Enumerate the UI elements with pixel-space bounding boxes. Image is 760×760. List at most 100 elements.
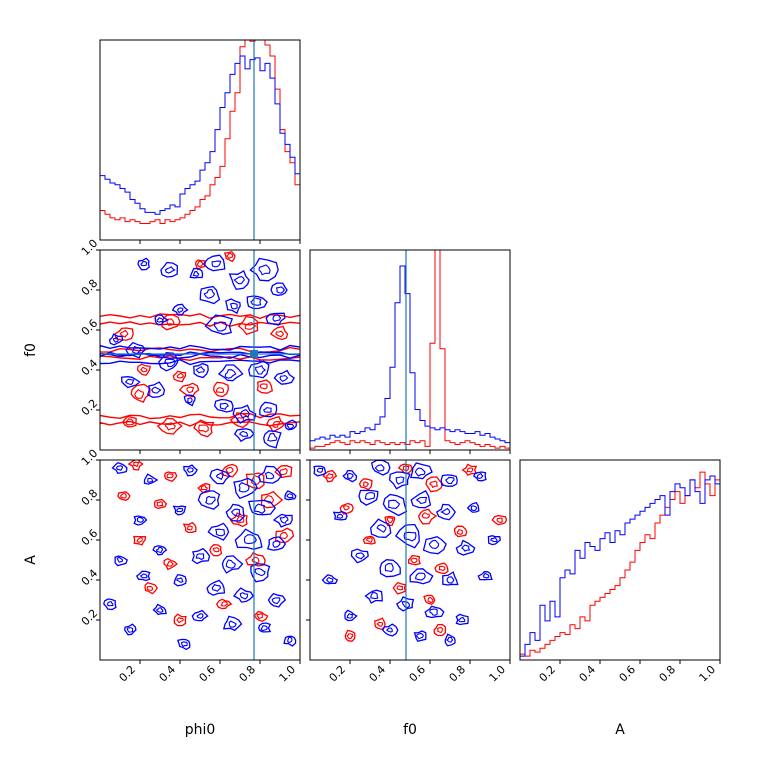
contour-phi0-A-red-contour <box>153 498 168 510</box>
contour-phi0-A-red-contour-inner <box>251 556 260 564</box>
contour-phi0-f0-red-contour-inner <box>272 421 281 428</box>
contour-phi0-A-ytick-label: 0.4 <box>79 567 101 589</box>
contour-phi0-f0-blue-contour <box>259 401 278 418</box>
contour-phi0-A-blue-contour <box>152 603 167 616</box>
hist-phi0-blue-series <box>100 55 300 240</box>
contour-phi0-f0-red-band <box>100 321 300 328</box>
contour-phi0-A-blue-contour <box>124 623 137 636</box>
contour-phi0-f0-blue-contour-inner <box>156 317 164 323</box>
contour-phi0-f0-red-contour-inner <box>275 330 285 338</box>
contour-phi0-A-red-contour-inner <box>200 484 209 491</box>
panels-layer: 0.2 0.4 0.6 0.8 1.00.20.40.60.81.00.2 0.4 0.6 0… <box>79 39 721 685</box>
contour-phi0-A-red-contour <box>182 521 197 534</box>
contour-f0-A-blue-contour-inner <box>346 613 354 619</box>
contour-f0-A-red-contour <box>358 478 373 491</box>
contour-phi0-f0-blue-contour <box>160 261 178 278</box>
contour-f0-A-blue-contour-inner <box>316 467 324 473</box>
contour-phi0-A-blue-contour <box>209 468 231 485</box>
hist-A-xtick-label: 0.4 <box>577 663 599 685</box>
contour-phi0-f0-red-contour-inner <box>198 424 209 433</box>
contour-f0-A-blue-contour-inner <box>440 507 451 515</box>
contour-phi0-A-blue-contour-inner <box>107 600 114 607</box>
contour-f0-A-red-contour-inner <box>363 481 370 487</box>
contour-f0-A-blue-contour-inner <box>457 616 466 623</box>
contour-phi0-f0-blue-contour-inner <box>131 345 142 355</box>
contour-phi0-f0-blue-contour <box>204 314 234 335</box>
contour-f0-A-red-contour-inner <box>427 597 434 604</box>
contour-phi0-f0-ytick-label: 0.6 <box>79 317 101 339</box>
contour-phi0-f0-blue-contour <box>189 267 204 279</box>
contour-phi0-f0-red-contour-inner <box>196 260 204 268</box>
hist-f0 <box>309 249 511 454</box>
contour-phi0-A-blue-contour-inner <box>136 516 145 523</box>
contour-phi0-A-blue-contour-inner <box>175 577 184 583</box>
contour-f0-A: 0.2 0.4 0.6 0.8 1.0 <box>306 459 511 685</box>
contour-f0-A-red-contour <box>461 463 478 476</box>
contour-phi0-A-red-contour-inner <box>176 616 184 624</box>
contour-f0-A-red-contour <box>491 514 508 526</box>
contour-phi0-f0-red-contour <box>121 415 137 428</box>
contour-phi0-A-red-contour-inner <box>136 536 143 544</box>
contour-f0-A-blue-contour-inner <box>376 524 387 533</box>
contour-f0-A-red-contour <box>453 525 468 538</box>
contour-phi0-f0-blue-contour-inner <box>176 307 184 314</box>
contour-f0-A-blue-contour <box>344 609 358 622</box>
contour-phi0-f0-truth-marker <box>250 350 258 358</box>
contour-phi0-A-blue-contour-inner <box>286 493 294 499</box>
contour-phi0-f0-ytick-label: 0.4 <box>79 357 101 379</box>
contour-phi0-f0-blue-contour <box>263 430 282 449</box>
contour-phi0-f0-blue-contour <box>217 364 244 382</box>
hist-A-frame <box>519 459 721 661</box>
hist-phi0-frame <box>99 39 301 241</box>
hist-A: 0.2 0.4 0.6 0.8 1.0 <box>519 459 721 685</box>
contour-phi0-f0-blue-contour <box>284 419 297 431</box>
contour-f0-A-blue-contour-inner <box>461 544 471 552</box>
contour-f0-A-red-contour <box>384 515 396 527</box>
contour-phi0-A-blue-contour-inner <box>176 507 184 513</box>
contour-phi0-f0-blue-contour-inner <box>186 397 193 404</box>
contour-phi0-A-blue-contour <box>233 477 258 500</box>
contour-phi0-A-blue-contour-inner <box>253 503 266 514</box>
contour-phi0-A-red-contour-inner <box>220 601 229 607</box>
contour-phi0-A-red-contour-inner <box>279 467 288 476</box>
contour-phi0-f0-blue-contour-inner <box>279 375 289 382</box>
contour-phi0-A-blue-contour <box>234 528 263 550</box>
contour-phi0-f0-red-band <box>100 313 300 320</box>
hist-f0-blue-series <box>310 265 510 450</box>
contour-phi0-f0-red-contour <box>213 381 229 398</box>
contour-f0-A-blue-contour <box>472 471 487 482</box>
contour-f0-A-red-contour-inner <box>325 472 334 479</box>
contour-phi0-A-blue-contour <box>176 638 191 651</box>
contour-phi0-A-red-contour <box>221 463 239 478</box>
contour-phi0-A-red-contour <box>163 557 179 571</box>
contour-phi0-f0-red-contour-inner <box>259 383 268 390</box>
contour-phi0-f0-blue-contour-inner <box>211 260 222 268</box>
contour-f0-A-blue-contour-inner <box>336 513 344 519</box>
contour-phi0-A-ytick-label: 0.6 <box>79 527 101 549</box>
contour-phi0-A-red-contour-inner <box>146 585 154 591</box>
contour-phi0-f0-blue-contour <box>193 362 209 379</box>
xlabel-f0: f0 <box>403 722 417 738</box>
contour-f0-A-blue-contour <box>440 474 458 487</box>
contour-phi0-f0-blue-contour <box>158 352 179 372</box>
contour-phi0-f0-blue-contour-inner <box>192 271 200 277</box>
contour-f0-A-blue-contour-inner <box>395 476 405 485</box>
contour-phi0-A-blue-contour <box>221 555 244 574</box>
contour-phi0-f0-red-contour <box>156 417 183 435</box>
contour-phi0-f0-red-contour <box>136 363 151 376</box>
contour-phi0-A-blue-contour-inner <box>205 495 216 505</box>
contour-f0-A-blue-contour-inner <box>388 499 401 509</box>
hist-A-xtick-label: 0.2 <box>537 663 559 685</box>
contour-f0-A-red-contour-inner <box>402 465 410 472</box>
contour-phi0-A-blue-contour-inner <box>155 546 164 554</box>
contour-phi0-A-blue-contour-inner <box>195 553 205 561</box>
contour-f0-A-xtick-label: 1.0 <box>487 663 509 685</box>
contour-phi0-f0-blue-contour-inner <box>219 402 229 410</box>
contour-phi0-A-blue-contour <box>133 515 148 526</box>
contour-phi0-f0-blue-contour-inner <box>224 369 237 379</box>
contour-phi0-A-red-contour-inner <box>133 461 140 468</box>
contour-f0-A-red-contour <box>433 623 447 637</box>
contour-phi0-A-blue-contour-inner <box>243 534 257 545</box>
contour-phi0-A-red-contour <box>164 471 178 482</box>
